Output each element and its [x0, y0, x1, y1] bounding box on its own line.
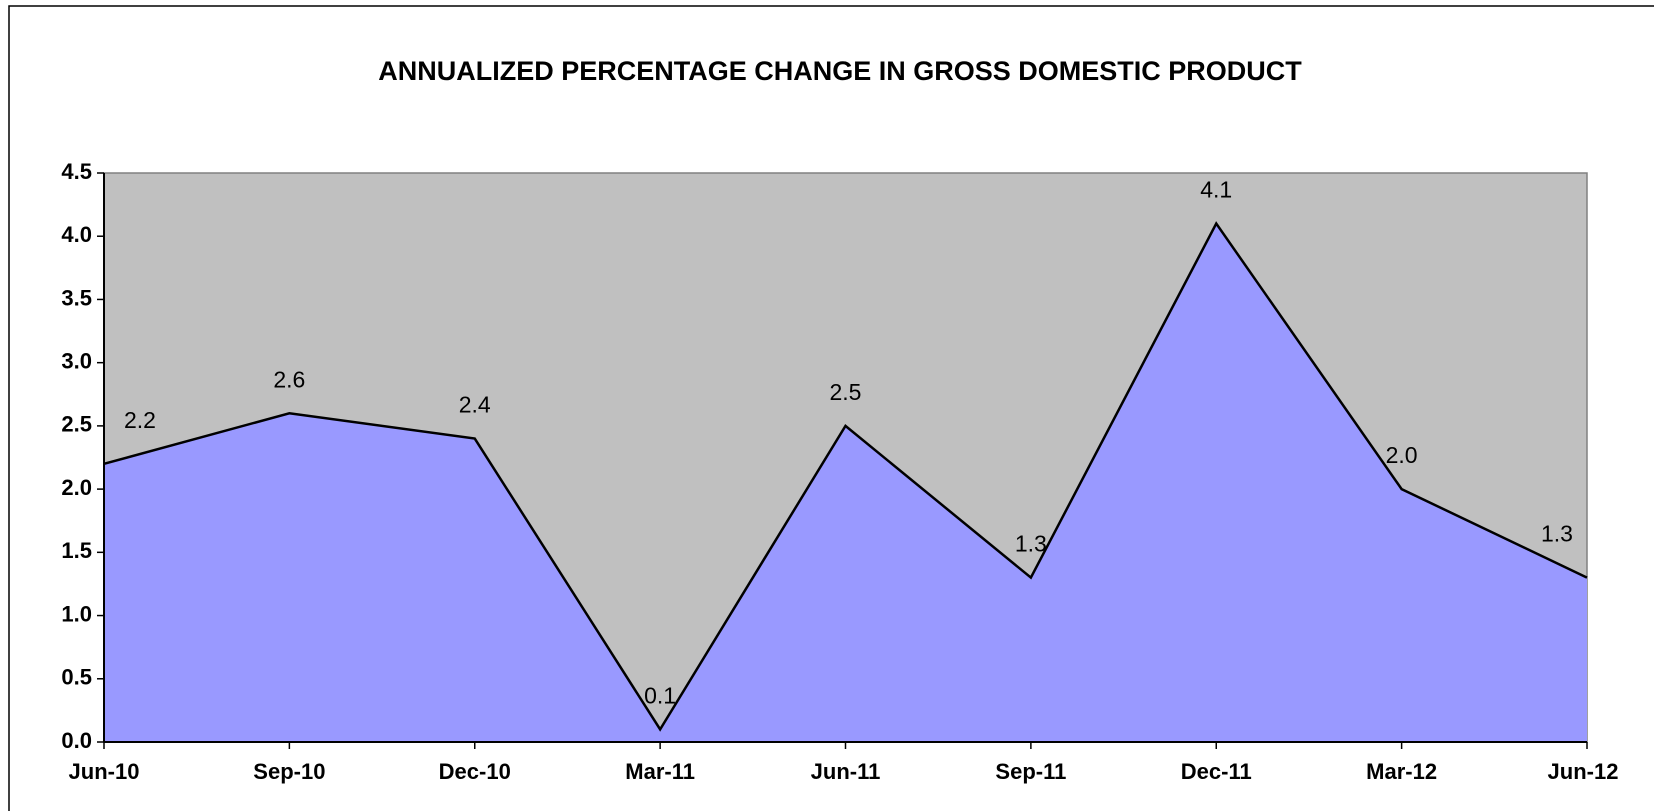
- x-tick-label: Dec-11: [1181, 759, 1252, 784]
- data-label: 2.4: [459, 392, 491, 418]
- data-label: 0.1: [644, 682, 676, 708]
- data-label: 1.3: [1015, 531, 1047, 557]
- x-tick-label: Jun-12: [1548, 759, 1619, 784]
- data-label: 2.2: [124, 407, 156, 433]
- area-line: [103, 221, 1588, 732]
- x-tick-label: Sep-11: [995, 759, 1066, 784]
- y-tick-label: 0.0: [61, 728, 92, 753]
- y-tick-label: 3.0: [61, 348, 92, 373]
- y-tick-label: 1.5: [61, 538, 92, 563]
- data-label: 2.0: [1386, 442, 1418, 468]
- y-tick-label: 2.5: [61, 412, 92, 437]
- y-tick-label: 1.0: [61, 601, 92, 626]
- x-tick-label: Mar-12: [1366, 759, 1437, 784]
- x-tick-label: Mar-11: [625, 759, 695, 784]
- frame: [8, 5, 1654, 811]
- y-tick-label: 2.0: [61, 475, 92, 500]
- x-tick-label: Jun-10: [69, 759, 140, 784]
- data-label: 4.1: [1200, 177, 1232, 203]
- data-label: 2.6: [273, 366, 305, 392]
- y-tick-label: 4.0: [61, 222, 92, 247]
- y-tick-label: 4.5: [61, 159, 92, 184]
- y-tick-label: 3.5: [61, 285, 92, 310]
- x-tick-label: Sep-10: [253, 759, 325, 784]
- y-tick-label: 0.5: [61, 665, 92, 690]
- area: [104, 223, 1587, 743]
- data-label: 2.5: [830, 379, 862, 405]
- x-tick-label: Jun-11: [811, 759, 881, 784]
- chart-title: ANNUALIZED PERCENTAGE CHANGE IN GROSS DO…: [378, 56, 1302, 86]
- data-label: 1.3: [1541, 521, 1573, 547]
- x-tick-label: Dec-10: [439, 759, 511, 784]
